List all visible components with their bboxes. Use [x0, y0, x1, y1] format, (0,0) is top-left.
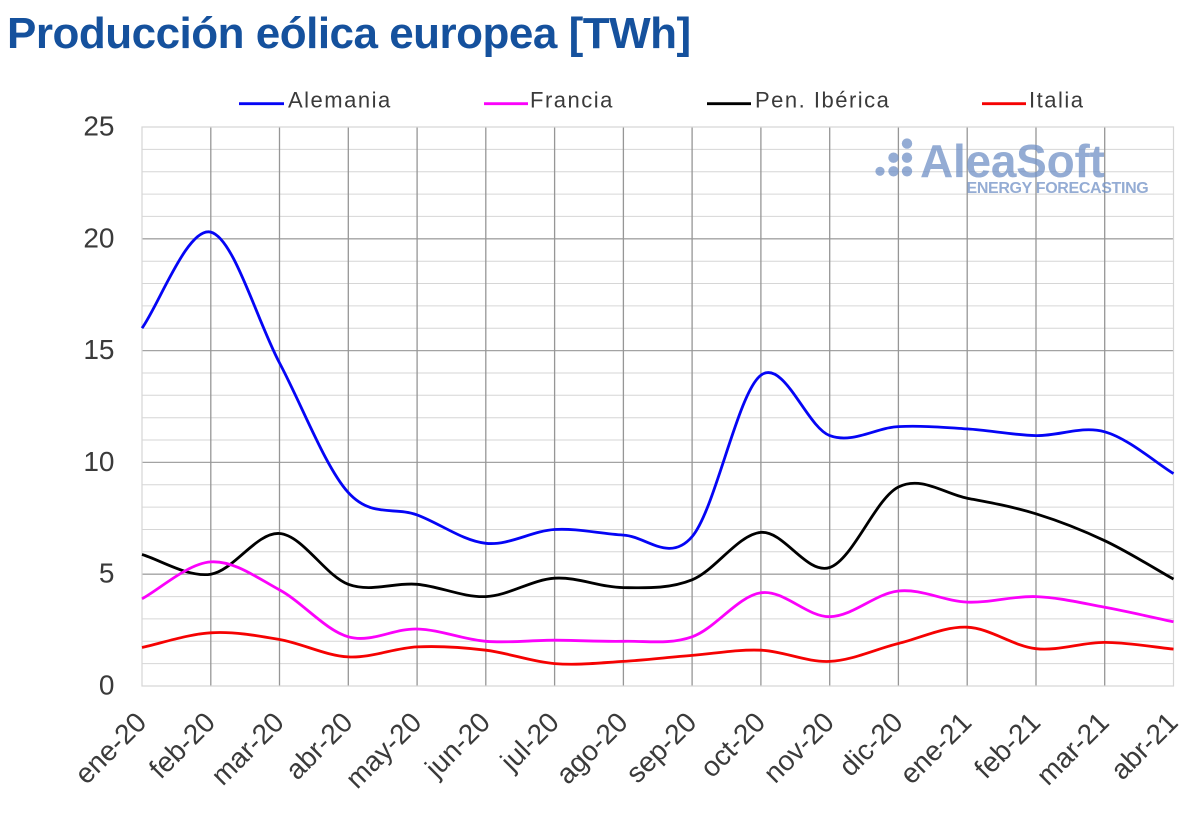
svg-text:Italia: Italia — [1029, 88, 1084, 113]
svg-text:ENERGY FORECASTING: ENERGY FORECASTING — [967, 180, 1149, 197]
svg-text:Producción eólica europea [TWh: Producción eólica europea [TWh] — [7, 9, 691, 58]
svg-text:25: 25 — [83, 111, 114, 142]
svg-text:Pen. Ibérica: Pen. Ibérica — [755, 88, 890, 113]
svg-text:10: 10 — [83, 446, 114, 477]
svg-text:Alemania: Alemania — [288, 88, 392, 113]
svg-text:AleaSoft: AleaSoft — [920, 135, 1105, 187]
svg-text:Francia: Francia — [530, 88, 614, 113]
svg-text:20: 20 — [83, 222, 114, 253]
svg-text:5: 5 — [99, 558, 115, 589]
svg-text:0: 0 — [99, 670, 115, 701]
svg-text:15: 15 — [83, 334, 114, 365]
